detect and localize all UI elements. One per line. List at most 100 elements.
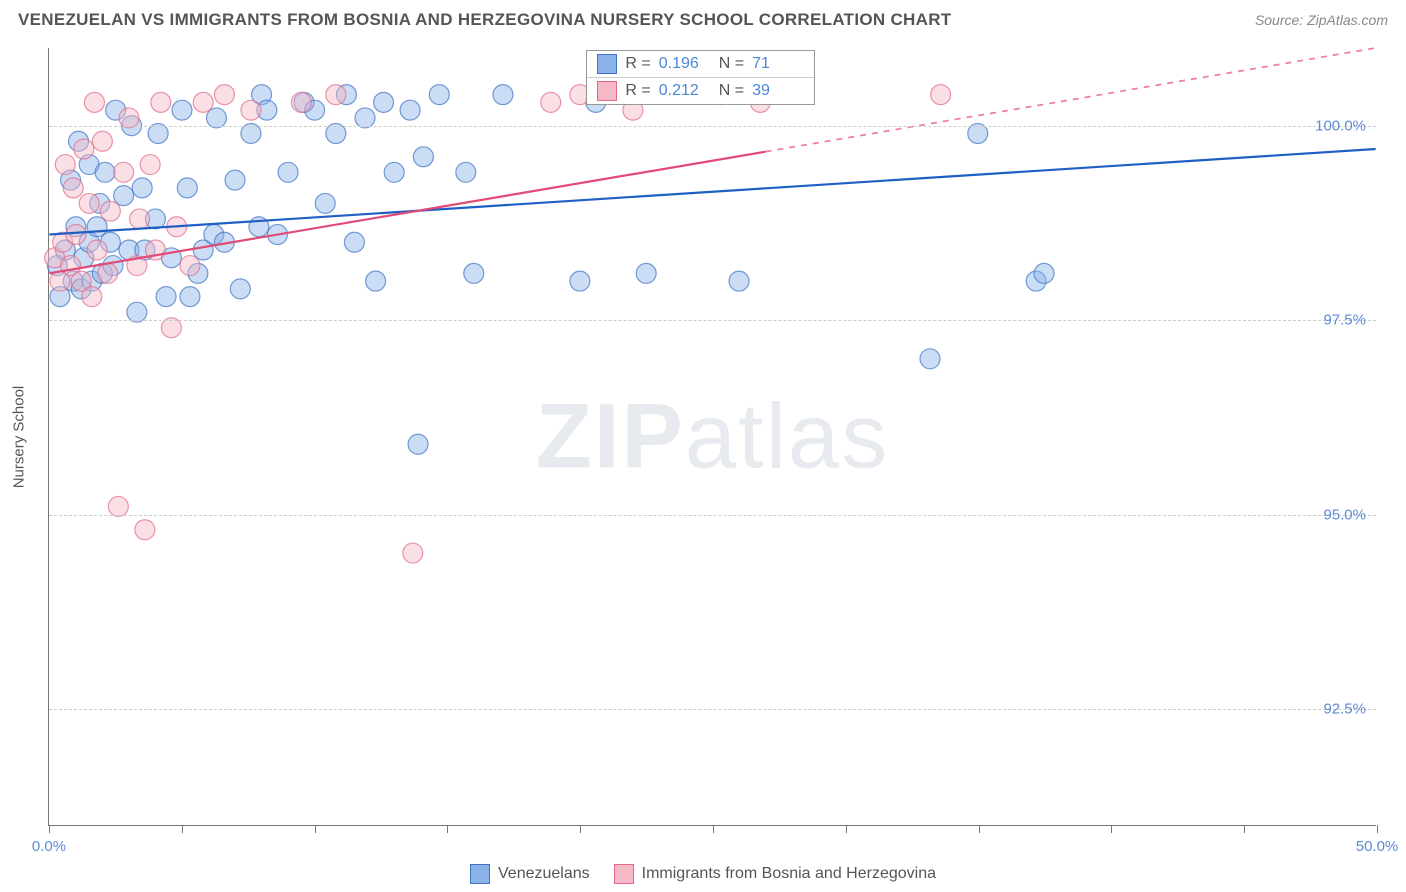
data-point [100,201,120,221]
gridline-h [49,126,1376,127]
data-point [87,217,107,237]
y-tick-label: 100.0% [1315,117,1366,134]
x-tick-label: 0.0% [32,838,66,855]
n-value: 71 [752,55,804,73]
gridline-h [49,320,1376,321]
data-point [1034,263,1054,283]
data-point [464,263,484,283]
x-tick [1377,825,1378,833]
y-tick-label: 95.0% [1323,506,1366,523]
data-point [92,131,112,151]
stats-row: R = 0.196 N = 71 [587,51,814,78]
data-point [82,287,102,307]
x-tick [447,825,448,833]
data-point [374,92,394,112]
data-point [156,287,176,307]
data-point [214,85,234,105]
legend-label: Venezuelans [498,865,590,883]
data-point [95,162,115,182]
x-tick [846,825,847,833]
x-tick [315,825,316,833]
regression-line [49,149,1375,234]
data-point [920,349,940,369]
legend-swatch [470,864,490,884]
data-point [315,193,335,213]
data-point [570,271,590,291]
regression-line-extrapolated [766,48,1376,152]
series-swatch [597,54,617,74]
r-value: 0.212 [659,82,711,100]
x-tick [713,825,714,833]
data-point [135,520,155,540]
r-value: 0.196 [659,55,711,73]
data-point [230,279,250,299]
series-swatch [597,81,617,101]
data-point [429,85,449,105]
data-point [180,287,200,307]
data-point [326,85,346,105]
chart-plot-area: Nursery School ZIPatlas R =0.196N =71R =… [48,48,1376,826]
data-point [413,147,433,167]
x-tick [49,825,50,833]
n-value: 39 [752,82,804,100]
data-point [74,139,94,159]
correlation-stats-box: R = 0.196 N = 71 R = 0.212 N = 39 [586,50,815,105]
data-point [729,271,749,291]
stats-row: R = 0.212 N = 39 [587,78,814,104]
data-point [225,170,245,190]
gridline-h [49,709,1376,710]
data-point [278,162,298,182]
data-point [344,232,364,252]
data-point [456,162,476,182]
n-label: N = [719,55,744,73]
data-point [403,543,423,563]
legend-swatch [614,864,634,884]
legend-label: Immigrants from Bosnia and Herzegovina [642,865,936,883]
data-point [193,92,213,112]
r-label: R = [625,55,650,73]
x-tick [1244,825,1245,833]
y-tick-label: 97.5% [1323,312,1366,329]
data-point [98,263,118,283]
x-tick [580,825,581,833]
legend-item: Immigrants from Bosnia and Herzegovina [614,864,936,884]
x-tick [1111,825,1112,833]
data-point [130,209,150,229]
x-tick-label: 50.0% [1356,838,1399,855]
data-point [636,263,656,283]
data-point [172,100,192,120]
data-point [931,85,951,105]
data-point [55,155,75,175]
chart-title: VENEZUELAN VS IMMIGRANTS FROM BOSNIA AND… [18,10,951,30]
x-tick [979,825,980,833]
data-point [63,178,83,198]
legend-item: Venezuelans [470,864,590,884]
data-point [400,100,420,120]
data-point [180,256,200,276]
data-point [84,92,104,112]
data-point [384,162,404,182]
n-label: N = [719,82,744,100]
data-point [114,162,134,182]
data-point [291,92,311,112]
data-point [66,224,86,244]
chart-header: VENEZUELAN VS IMMIGRANTS FROM BOSNIA AND… [0,0,1406,38]
r-label: R = [625,82,650,100]
gridline-h [49,515,1376,516]
data-point [140,155,160,175]
legend: Venezuelans Immigrants from Bosnia and He… [0,864,1406,884]
source-attribution: Source: ZipAtlas.com [1255,12,1388,28]
data-point [132,178,152,198]
y-axis-title: Nursery School [11,385,28,488]
data-point [241,100,261,120]
data-point [541,92,561,112]
data-point [493,85,513,105]
x-tick [182,825,183,833]
data-point [127,302,147,322]
data-point [87,240,107,260]
data-point [114,186,134,206]
data-point [177,178,197,198]
data-point [408,434,428,454]
y-tick-label: 92.5% [1323,701,1366,718]
data-point [151,92,171,112]
